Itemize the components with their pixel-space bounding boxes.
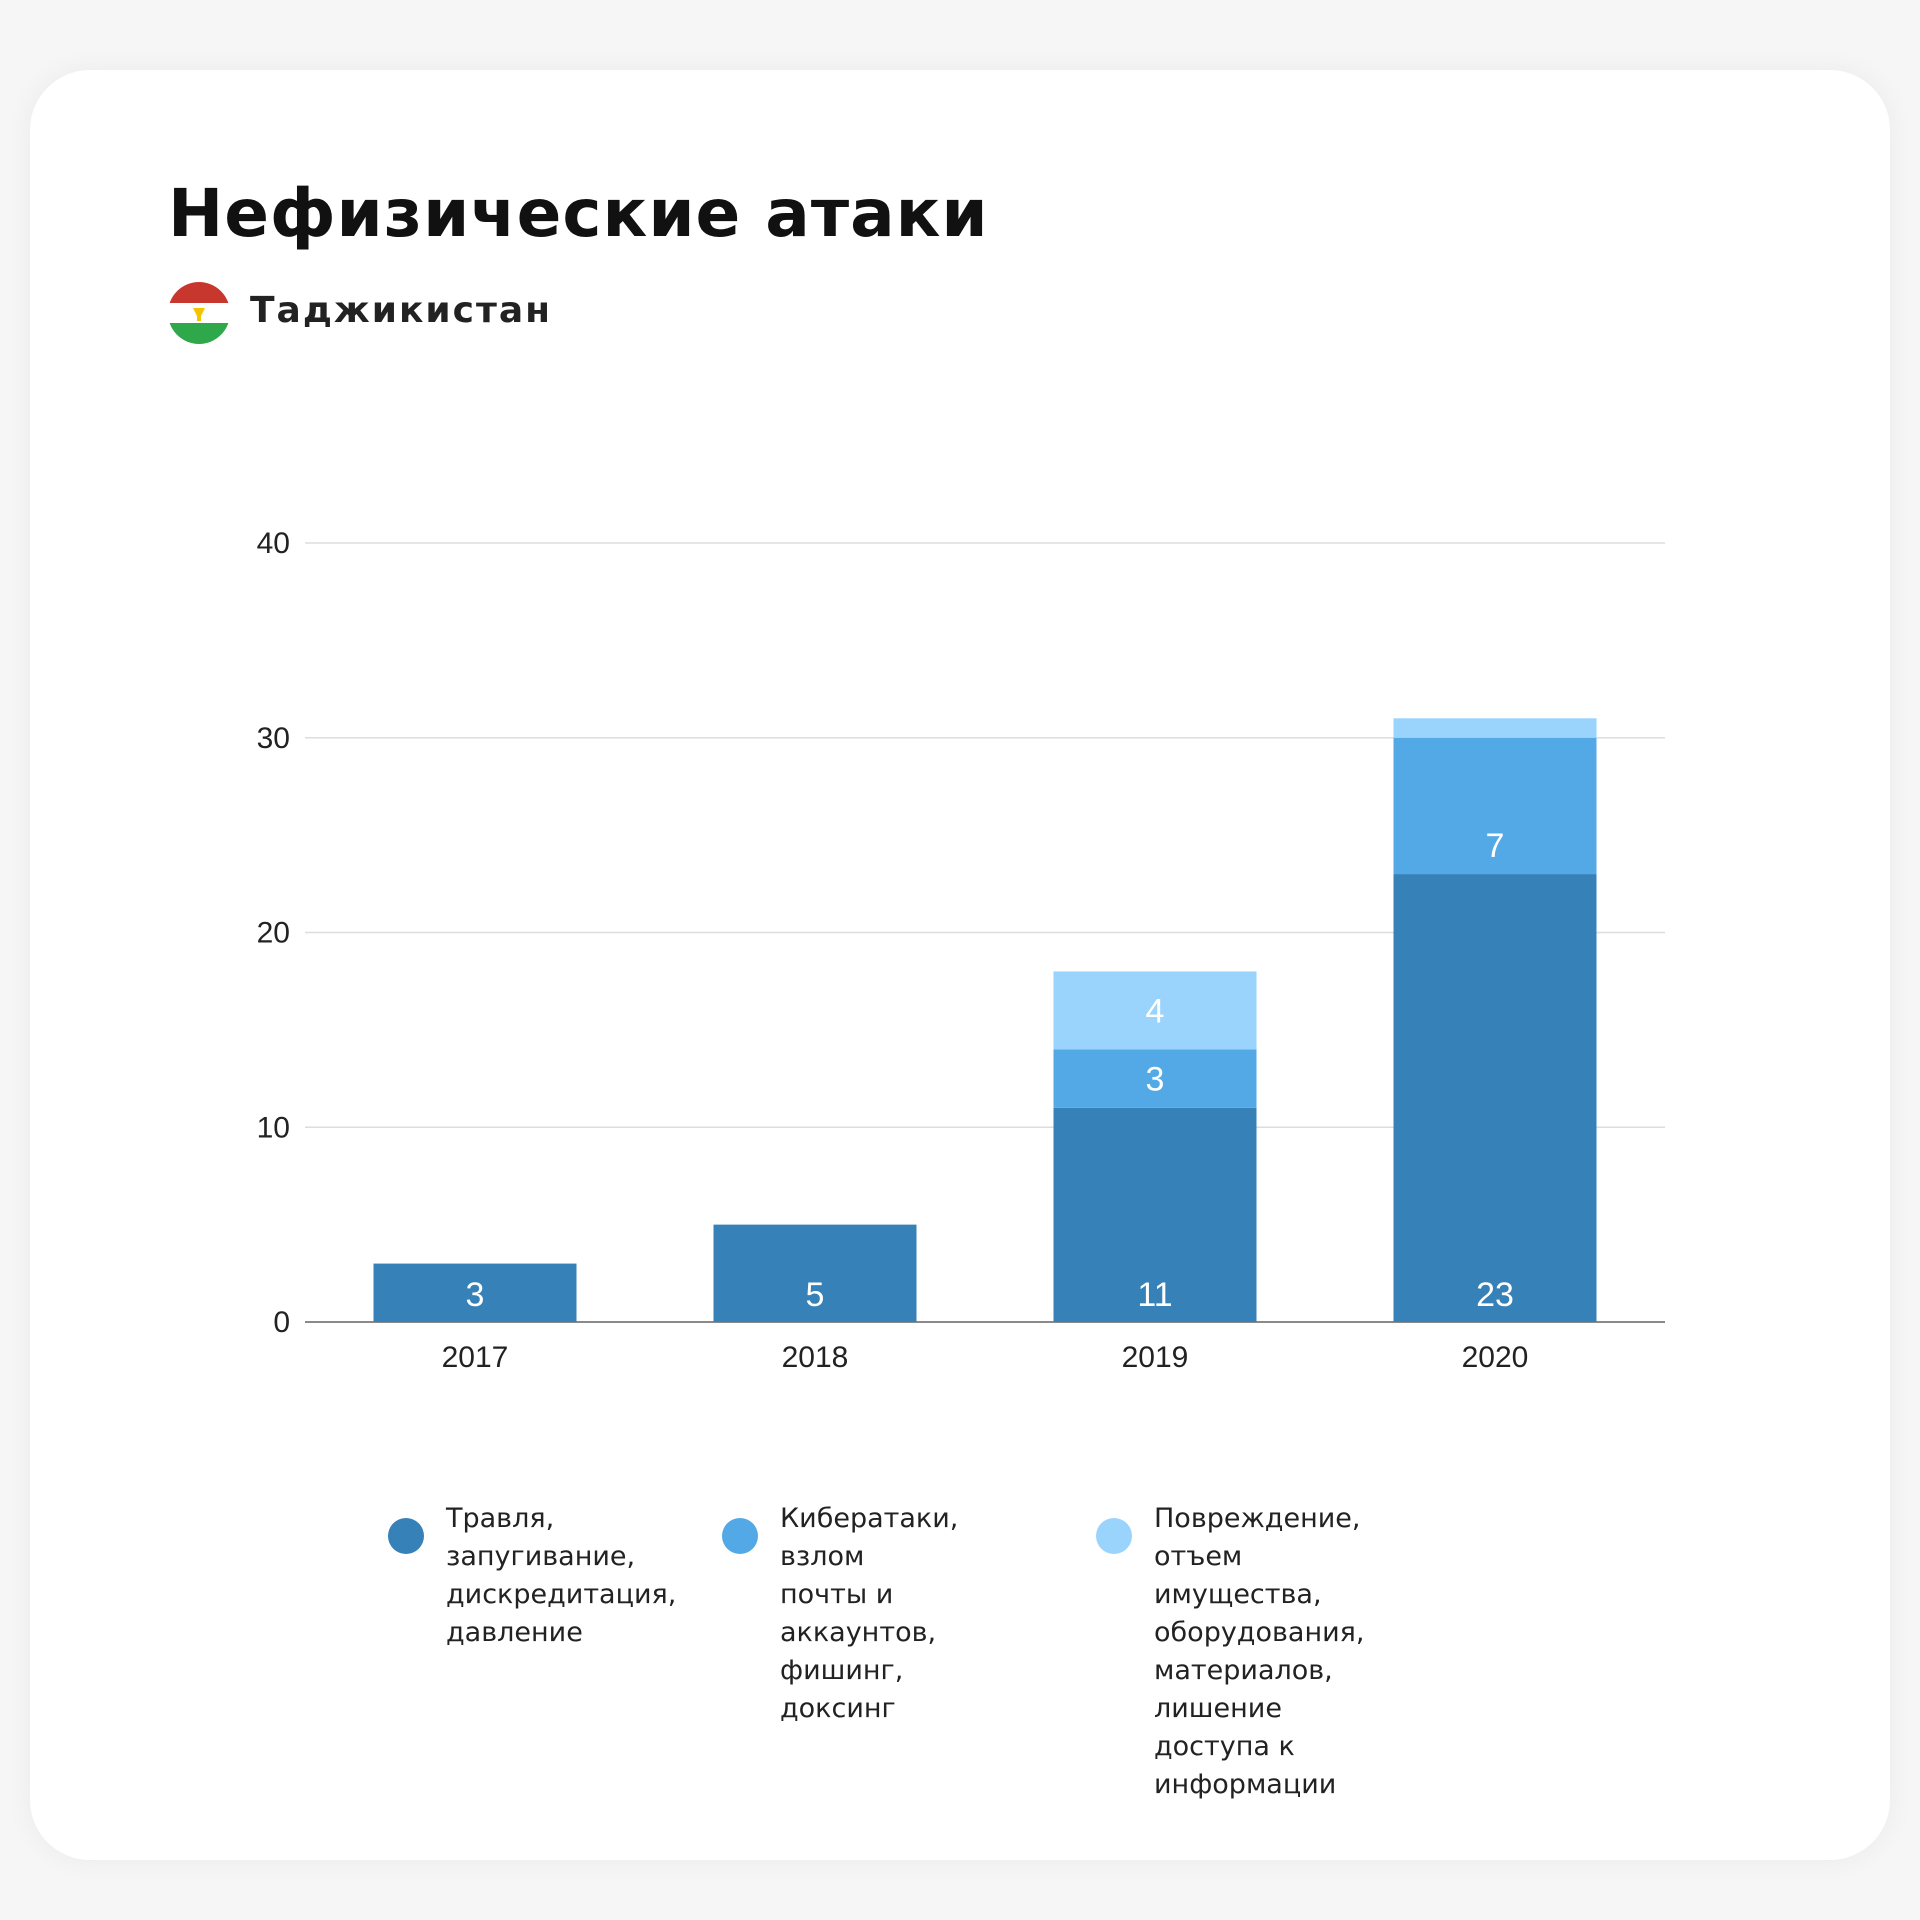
y-tick-label: 10	[257, 1111, 290, 1144]
data-label: 5	[806, 1276, 825, 1314]
bar-2017-series-0	[373, 1263, 577, 1322]
legend-swatch	[722, 1518, 758, 1554]
data-label: 3	[1146, 1061, 1165, 1099]
legend-swatch	[1096, 1518, 1132, 1554]
x-tick-label: 2017	[442, 1341, 509, 1374]
data-label: 11	[1137, 1276, 1172, 1314]
x-tick-label: 2019	[1122, 1341, 1189, 1374]
legend-label: Травля, запугивание, дискредитация, давл…	[446, 1503, 677, 1648]
y-tick-label: 0	[273, 1306, 290, 1339]
legend-swatch	[388, 1518, 424, 1554]
y-axis-ticks: 0 10 20 30 40	[257, 527, 290, 1339]
bar-2020-series-0	[1393, 874, 1597, 1322]
x-axis-ticks: 2017 2018 2019 2020	[442, 1341, 1529, 1374]
bar-2020-series-2	[1393, 718, 1597, 738]
data-label: 4	[1146, 992, 1165, 1030]
y-tick-label: 40	[257, 527, 290, 560]
y-tick-label: 20	[257, 917, 290, 950]
data-labels: 3 5 11 3 4 23 7	[466, 827, 1514, 1314]
bars	[373, 718, 1597, 1322]
bar-2020-series-1	[1393, 737, 1597, 875]
x-tick-label: 2018	[782, 1341, 849, 1374]
data-label: 7	[1486, 827, 1505, 865]
bar-2019-series-0	[1053, 1107, 1257, 1322]
bar-2018-series-0	[713, 1224, 917, 1322]
bar-2019-series-1	[1053, 1049, 1257, 1108]
data-label: 23	[1476, 1276, 1514, 1314]
legend-label: Повреждение, отъем имущества, оборудован…	[1154, 1503, 1365, 1800]
tajikistan-flag-icon	[168, 282, 230, 344]
chart-subtitle: Таджикистан	[250, 290, 553, 331]
legend-label: Кибератаки, взлом почты и аккаунтов, фиш…	[780, 1503, 959, 1724]
data-label: 3	[466, 1276, 485, 1314]
bar-2019-series-2	[1053, 971, 1257, 1050]
x-tick-label: 2020	[1462, 1341, 1529, 1374]
chart-title: Нефизические атаки	[168, 175, 989, 252]
y-tick-label: 30	[257, 722, 290, 755]
